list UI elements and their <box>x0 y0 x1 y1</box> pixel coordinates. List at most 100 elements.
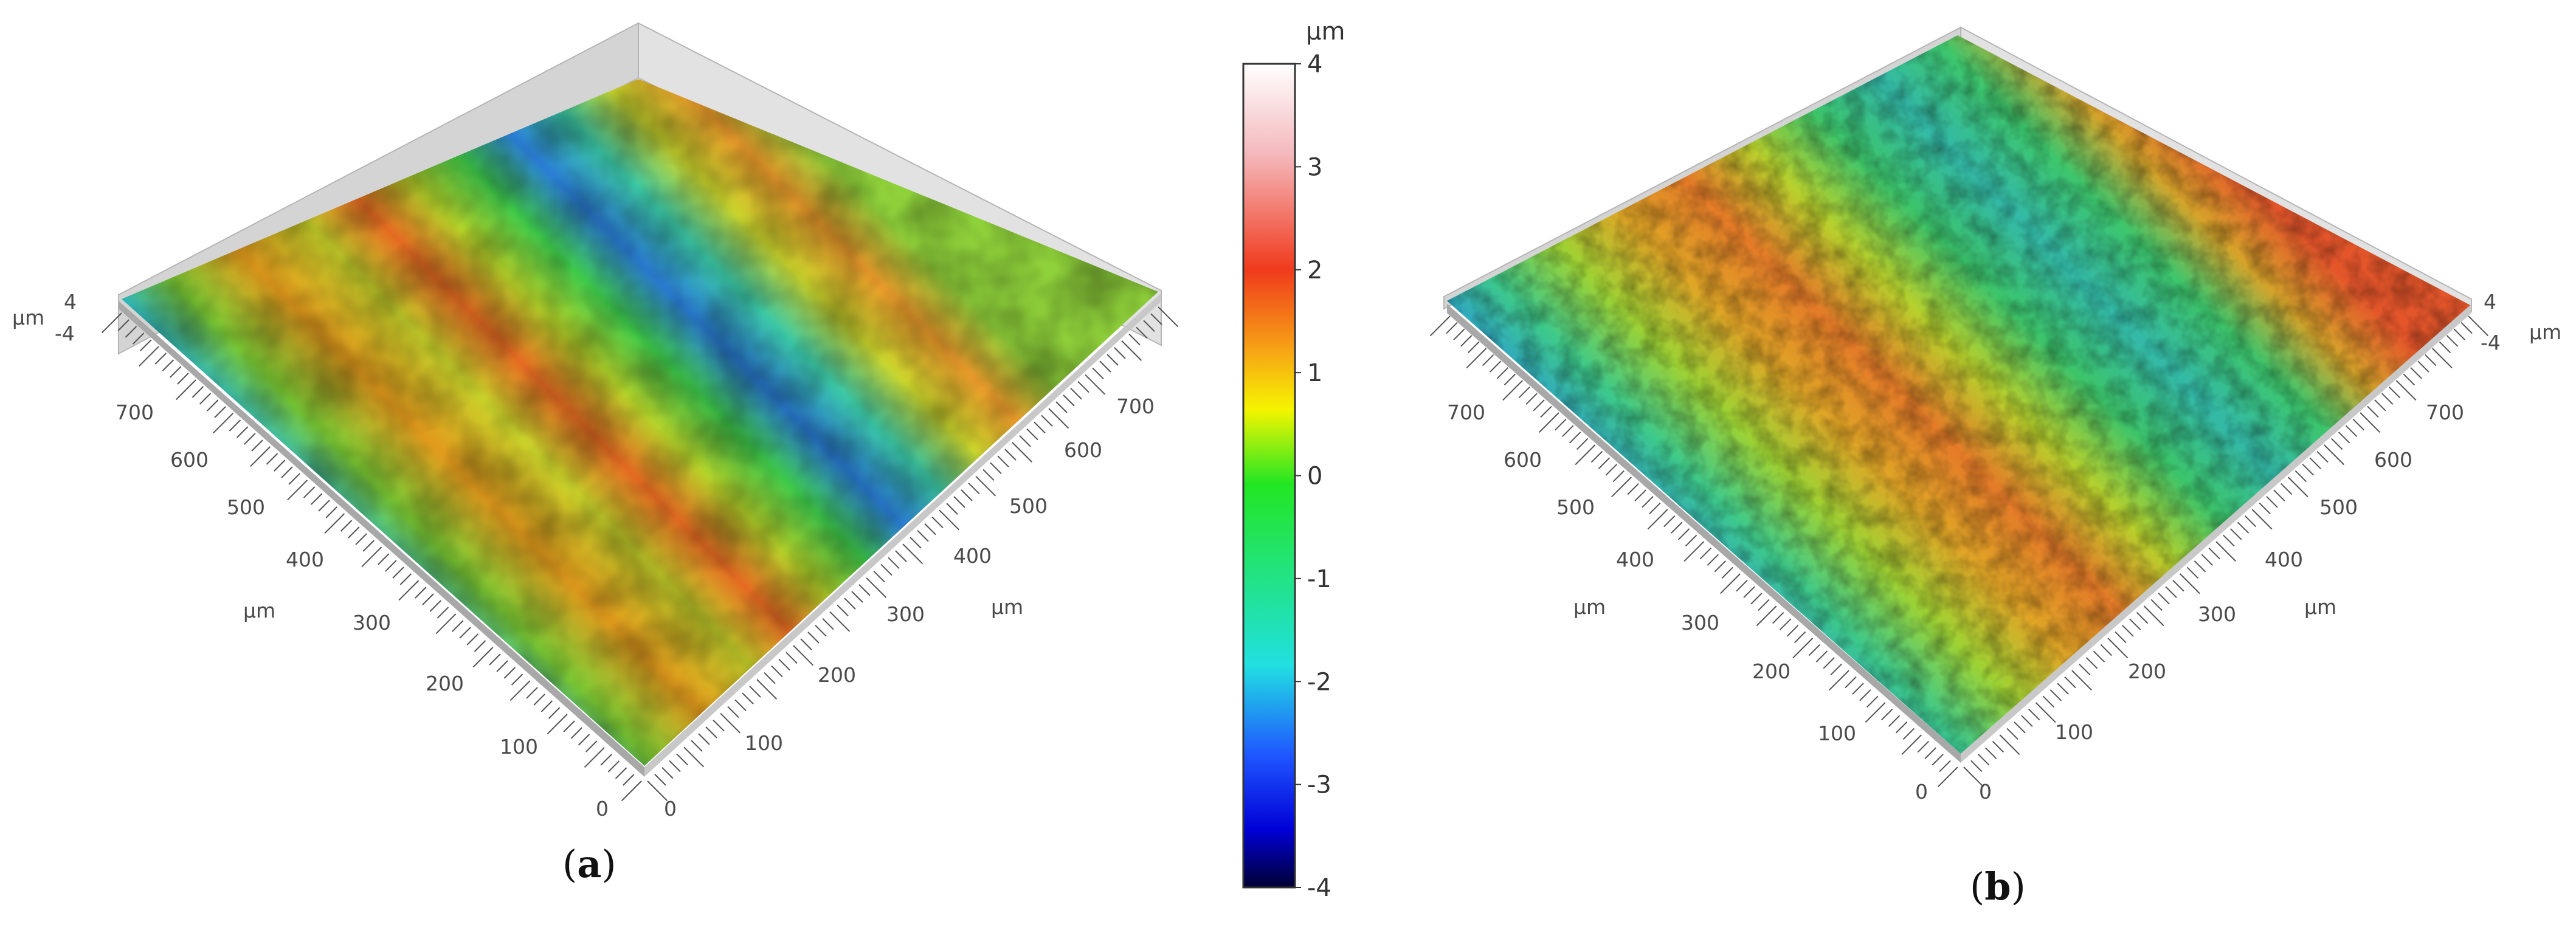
ruler-tick <box>399 573 412 585</box>
panel-a-surface-shading <box>122 79 1158 766</box>
panel-a-left-tick-400: 400 <box>286 548 324 571</box>
ruler-tick <box>117 319 129 331</box>
ruler-tick <box>917 530 929 542</box>
ruler-tick <box>132 332 145 345</box>
ruler-tick <box>378 553 390 565</box>
ruler-tick <box>2295 470 2307 483</box>
panel-a-caption: (a) <box>562 842 616 886</box>
ruler-tick <box>2287 477 2308 498</box>
ruler-tick <box>526 687 538 699</box>
ruler-tick <box>1429 315 1451 337</box>
panel-b-caption-open: ( <box>1970 864 1985 909</box>
panel-a-left-tick-300: 300 <box>353 611 391 635</box>
ruler-tick <box>615 767 627 779</box>
panel-a-z-max-tick: 4 <box>64 290 77 314</box>
ruler-tick <box>1026 428 1038 441</box>
panel-a-z-min-tick: -4 <box>55 322 75 345</box>
ruler-tick <box>2223 534 2235 547</box>
ruler-tick <box>2100 644 2112 656</box>
ruler-tick <box>654 774 666 786</box>
ruler-tick <box>2259 502 2271 515</box>
panel-a-left-ruler <box>101 312 642 802</box>
ruler-tick <box>1041 415 1053 427</box>
ruler-tick <box>676 753 688 766</box>
ruler-tick <box>162 359 174 371</box>
ruler-tick <box>511 673 523 686</box>
ruler-tick <box>466 633 478 646</box>
ruler-tick <box>496 660 508 672</box>
ruler-tick <box>961 489 973 501</box>
ruler-tick <box>1446 322 1458 334</box>
panel-b-z-min-tick: -4 <box>2481 331 2501 354</box>
ruler-tick <box>547 714 568 735</box>
ruler-tick <box>756 679 778 700</box>
ruler-tick <box>2049 689 2062 701</box>
ruler-tick <box>2014 721 2026 734</box>
ruler-tick <box>474 640 486 652</box>
ruler-tick <box>472 647 494 668</box>
ruler-tick <box>1859 689 1871 701</box>
ruler-tick <box>793 645 814 666</box>
ruler-tick <box>1114 347 1126 359</box>
ruler-tick <box>1627 483 1639 495</box>
ruler-tick <box>1750 593 1763 605</box>
ruler-tick <box>2215 541 2237 562</box>
ruler-tick <box>1794 631 1806 644</box>
ruler-tick <box>2352 418 2364 431</box>
ruler-tick <box>1562 425 1574 437</box>
ruler-tick <box>2085 657 2098 669</box>
ruler-tick <box>213 413 233 434</box>
ruler-tick <box>2374 399 2386 411</box>
panel-b-right-tick-300: 300 <box>2198 602 2236 626</box>
ruler-tick <box>2381 393 2394 405</box>
ruler-tick <box>2143 605 2164 627</box>
ruler-tick <box>2064 676 2076 689</box>
ruler-tick <box>1828 670 1849 691</box>
ruler-tick <box>489 653 501 666</box>
ruler-tick <box>990 462 1002 474</box>
ruler-tick <box>2150 599 2163 611</box>
ruler-tick <box>2468 315 2489 337</box>
ruler-tick <box>621 780 642 802</box>
ruler-tick <box>1852 683 1864 695</box>
ruler-tick <box>1937 766 1958 788</box>
ruler-tick <box>764 672 776 684</box>
panel-a-right-tick-100: 100 <box>745 731 783 755</box>
colorbar-tick-label: 2 <box>1307 256 1322 284</box>
ruler-tick <box>1649 502 1661 515</box>
panel-b-z-unit: µm <box>2529 320 2561 344</box>
ruler-tick <box>2309 457 2321 469</box>
ruler-tick <box>2338 432 2350 444</box>
ruler-tick <box>2042 695 2055 708</box>
ruler-tick <box>2115 631 2127 644</box>
ruler-tick <box>563 720 575 732</box>
ruler-tick <box>1453 328 1465 340</box>
ruler-tick <box>340 520 353 532</box>
panel-b-left-tick-600: 600 <box>1504 448 1542 472</box>
ruler-tick <box>415 587 427 599</box>
panel-a-caption-close: ) <box>601 842 616 886</box>
panel-b-front-skirt-right <box>1961 304 2471 763</box>
ruler-tick <box>1048 408 1069 429</box>
ruler-tick <box>355 533 367 545</box>
ruler-tick <box>1999 734 2020 756</box>
ruler-tick <box>837 604 849 616</box>
ruler-tick <box>829 611 851 632</box>
colorbar-tick-label: -4 <box>1307 874 1331 902</box>
ruler-tick <box>1504 373 1516 386</box>
ruler-tick <box>1685 534 1697 547</box>
ruler-tick <box>946 503 958 515</box>
ruler-tick <box>1932 754 1944 766</box>
ruler-tick <box>2194 560 2206 573</box>
ruler-tick <box>2281 483 2293 495</box>
ruler-tick <box>452 620 464 632</box>
ruler-tick <box>1642 496 1654 508</box>
ruler-tick <box>1880 708 1893 721</box>
panel-b-caption-close: ) <box>2011 864 2026 909</box>
ruler-tick <box>1756 605 1777 627</box>
ruler-tick <box>2302 464 2314 476</box>
ruler-tick <box>2172 579 2184 592</box>
ruler-tick <box>1845 676 1857 689</box>
ruler-tick <box>1460 335 1473 347</box>
ruler-tick <box>362 540 375 552</box>
